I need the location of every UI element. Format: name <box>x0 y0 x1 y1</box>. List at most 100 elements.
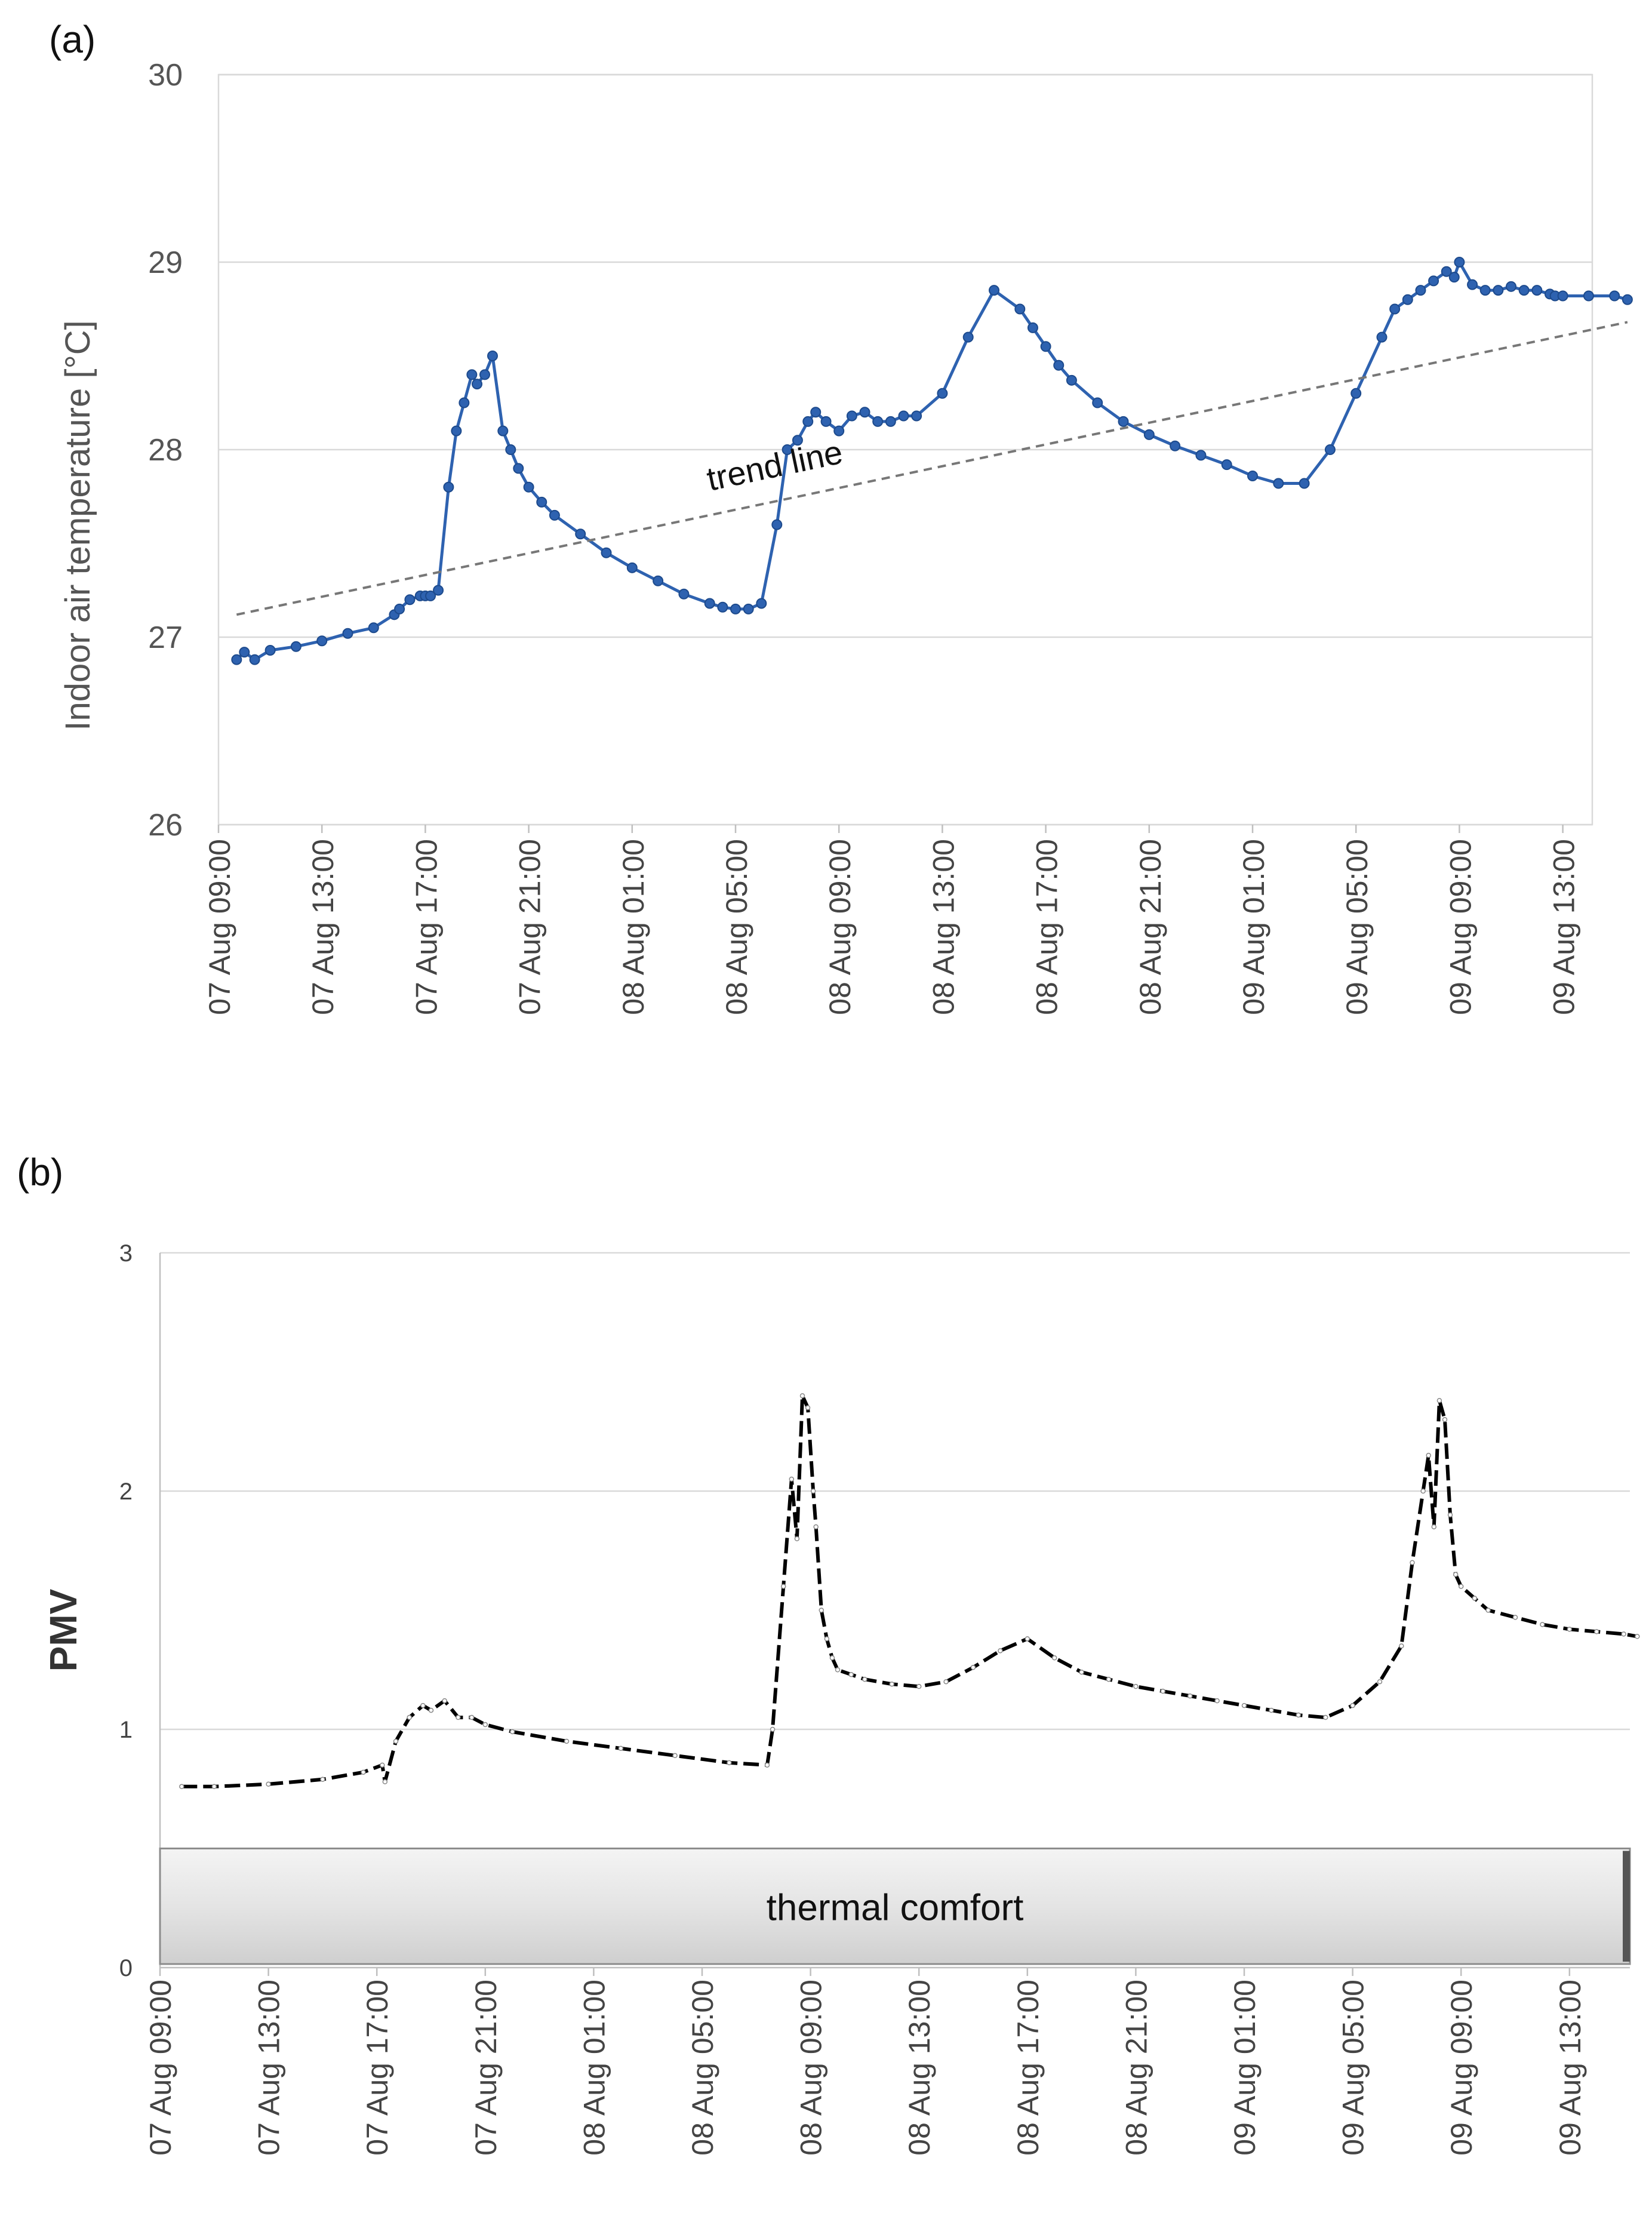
temperature-point <box>771 519 783 530</box>
panel-a-y-tick-labels: 26 27 28 29 30 <box>148 58 183 843</box>
pmv-point <box>482 1722 488 1728</box>
temperature-point <box>1027 322 1038 333</box>
pmv-point <box>794 1536 800 1542</box>
temperature-point <box>425 590 436 601</box>
pmv-point <box>1377 1679 1383 1685</box>
temperature-point <box>433 585 444 596</box>
pmv-series-markers <box>179 1393 1640 1790</box>
temperature-point <box>1467 279 1478 290</box>
temperature-point <box>342 628 353 639</box>
pmv-point <box>727 1760 732 1766</box>
temperature-point <box>472 379 482 390</box>
temperature-point <box>575 528 586 540</box>
panel-a-y-axis-label: Indoor air temperature [°C] <box>59 320 97 730</box>
panel-b-x-tick-label: 08 Aug 09:00 <box>795 1980 828 2156</box>
panel-b-x-tick-label: 08 Aug 13:00 <box>903 1980 936 2156</box>
temperature-point <box>1324 444 1336 455</box>
pmv-point <box>1442 1417 1448 1422</box>
temperature-point <box>1376 331 1388 343</box>
pmv-point <box>420 1702 426 1708</box>
temperature-point <box>497 425 509 437</box>
temperature-point <box>1053 359 1065 371</box>
pmv-point <box>998 1648 1003 1654</box>
panel-a-x-tick-label: 08 Aug 05:00 <box>720 839 753 1015</box>
temperature-point <box>523 481 534 493</box>
pmv-point <box>1269 1707 1274 1713</box>
panel-b-x-tick-label: 07 Aug 17:00 <box>361 1980 394 2156</box>
temperature-point <box>1092 397 1103 408</box>
pmv-point <box>1025 1636 1030 1642</box>
pmv-point <box>862 1676 867 1682</box>
temperature-point <box>1448 272 1460 283</box>
panel-a-x-tick-labels: 07 Aug 09:00 07 Aug 13:00 07 Aug 17:00 07 A… <box>203 825 1581 1015</box>
pmv-point <box>1453 1572 1459 1577</box>
pmv-point <box>382 1779 388 1785</box>
panel-a-y-tick-label: 28 <box>148 433 183 468</box>
pmv-point <box>1350 1702 1355 1708</box>
panel-a-x-tick-label: 07 Aug 21:00 <box>513 839 547 1015</box>
panel-b-x-tick-label: 09 Aug 01:00 <box>1228 1980 1262 2156</box>
temperature-point <box>810 407 822 418</box>
temperature-point <box>989 285 999 296</box>
temperature-point <box>1415 285 1426 296</box>
temperature-point <box>937 388 948 399</box>
temperature-point <box>1428 275 1439 287</box>
temperature-point <box>756 598 767 609</box>
pmv-point <box>770 1726 776 1732</box>
pmv-point <box>211 1784 217 1790</box>
panel-a-y-tick-label: 29 <box>148 245 183 280</box>
pmv-point <box>789 1476 795 1482</box>
temperature-point <box>653 575 664 586</box>
pmv-point <box>320 1777 325 1782</box>
temperature-point <box>885 416 896 427</box>
pmv-point <box>1472 1596 1478 1601</box>
temperature-point <box>290 641 302 652</box>
panel-b-x-tick-label: 07 Aug 21:00 <box>469 1980 503 2156</box>
pmv-point <box>469 1714 475 1720</box>
pmv-point <box>672 1753 678 1759</box>
pmv-point <box>1106 1676 1112 1682</box>
temperature-point <box>678 588 690 600</box>
pmv-point <box>564 1738 570 1744</box>
pmv-point <box>1447 1512 1453 1518</box>
pmv-point <box>428 1707 434 1713</box>
temperature-point <box>1221 459 1232 471</box>
temperature-point <box>859 407 870 418</box>
pmv-point <box>799 1393 805 1399</box>
temperature-point <box>911 410 922 422</box>
temperature-point <box>1195 450 1207 461</box>
pmv-point <box>1485 1608 1491 1613</box>
panel-b-x-tick-label: 08 Aug 01:00 <box>577 1980 611 2156</box>
pmv-point <box>1187 1693 1193 1699</box>
pmv-point <box>1160 1688 1166 1694</box>
temperature-point <box>1557 290 1568 302</box>
panel-b-x-tick-label: 09 Aug 09:00 <box>1445 1980 1478 2156</box>
pmv-point <box>407 1714 412 1720</box>
pmv-point <box>943 1679 949 1685</box>
panel-b-x-tick-label: 08 Aug 05:00 <box>686 1980 719 2156</box>
temperature-point <box>231 654 242 665</box>
temperature-point <box>898 410 909 422</box>
temperature-point <box>1299 478 1310 489</box>
temperature-point <box>846 410 857 422</box>
panel-a-plot-frame <box>217 73 1593 826</box>
temperature-point <box>1273 478 1284 489</box>
temperature-point <box>1014 303 1026 315</box>
pmv-point <box>848 1671 854 1677</box>
temperature-point <box>1066 374 1077 386</box>
thermal-comfort-band-rect <box>159 1848 1631 1965</box>
panel-a-x-tick-label: 09 Aug 01:00 <box>1237 839 1270 1015</box>
pmv-point <box>1635 1634 1640 1639</box>
panel-a-y-tick-label: 27 <box>148 620 183 655</box>
panel-b-x-tick-label: 09 Aug 13:00 <box>1553 1980 1587 2156</box>
panel-b-y-tick-label: 0 <box>119 1955 133 1981</box>
temperature-point <box>1350 388 1362 399</box>
pmv-point <box>1133 1683 1139 1689</box>
temperature-point <box>730 603 741 614</box>
temperature-point <box>368 622 379 634</box>
panel-b-x-tick-label: 09 Aug 05:00 <box>1337 1980 1370 2156</box>
panel-a-x-tick-label: 08 Aug 13:00 <box>927 839 960 1015</box>
temperature-point <box>1040 341 1051 352</box>
temperature-point <box>549 509 560 521</box>
pmv-point <box>1621 1631 1626 1637</box>
